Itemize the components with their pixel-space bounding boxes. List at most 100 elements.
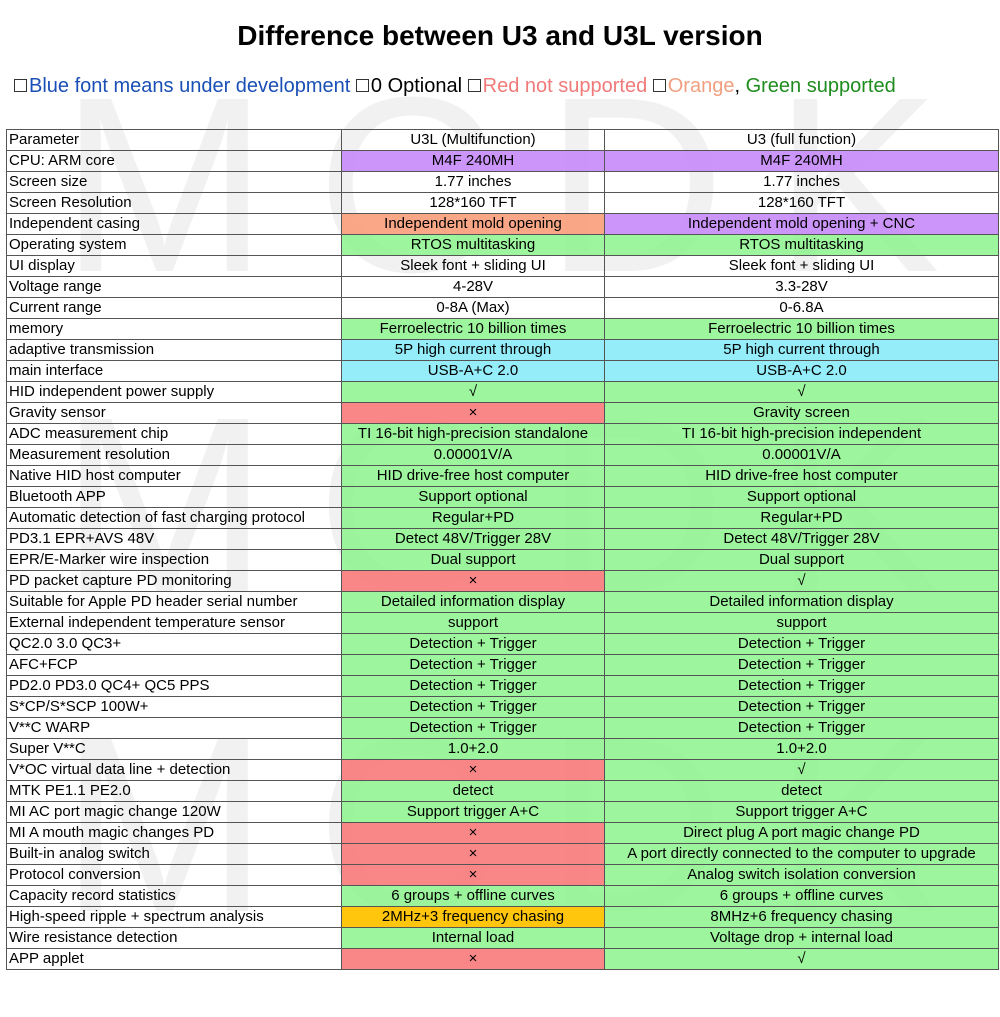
u3l-cell: × bbox=[341, 843, 605, 865]
table-row: UI display Sleek font + sliding UI Sleek f… bbox=[6, 255, 999, 277]
u3l-cell: Support optional bbox=[341, 486, 605, 508]
u3-cell: HID drive-free host computer bbox=[604, 465, 999, 487]
legend: Blue font means under development 0 Opti… bbox=[14, 75, 896, 98]
legend-box-icon bbox=[467, 79, 481, 92]
u3-cell: Voltage drop + internal load bbox=[604, 927, 999, 949]
table-row: PD packet capture PD monitoring × √ bbox=[6, 570, 999, 592]
u3l-cell: × bbox=[341, 864, 605, 886]
parameter-cell: S*CP/S*SCP 100W+ bbox=[6, 696, 342, 718]
parameter-cell: EPR/E-Marker wire inspection bbox=[6, 549, 342, 571]
table-row: MI A mouth magic changes PD × Direct plug … bbox=[6, 822, 999, 844]
u3-cell: Direct plug A port magic change PD bbox=[604, 822, 999, 844]
table-row: PD2.0 PD3.0 QC4+ QC5 PPS Detection + Trig… bbox=[6, 675, 999, 697]
u3-cell: 6 groups + offline curves bbox=[604, 885, 999, 907]
legend-box-icon bbox=[652, 79, 666, 92]
parameter-cell: Screen size bbox=[6, 171, 342, 193]
u3l-cell: 5P high current through bbox=[341, 339, 605, 361]
table-row: External independent temperature sensor s… bbox=[6, 612, 999, 634]
parameter-cell: AFC+FCP bbox=[6, 654, 342, 676]
table-header-row: Parameter U3L (Multifunction) U3 (full f… bbox=[6, 129, 999, 151]
u3-cell: USB-A+C 2.0 bbox=[604, 360, 999, 382]
table-row: S*CP/S*SCP 100W+ Detection + Trigger Detec… bbox=[6, 696, 999, 718]
u3l-cell: Detection + Trigger bbox=[341, 696, 605, 718]
parameter-cell: Measurement resolution bbox=[6, 444, 342, 466]
u3-cell: Detection + Trigger bbox=[604, 654, 999, 676]
u3-cell: √ bbox=[604, 570, 999, 592]
u3-cell: 3.3-28V bbox=[604, 276, 999, 298]
u3l-cell: Sleek font + sliding UI bbox=[341, 255, 605, 277]
table-row: QC2.0 3.0 QC3+ Detection + Trigger Detecti… bbox=[6, 633, 999, 655]
parameter-cell: Screen Resolution bbox=[6, 192, 342, 214]
table-row: Screen Resolution 128*160 TFT 128*160 TFT bbox=[6, 192, 999, 214]
u3l-cell: 2MHz+3 frequency chasing bbox=[341, 906, 605, 928]
u3l-cell: 0.00001V/A bbox=[341, 444, 605, 466]
parameter-cell: Wire resistance detection bbox=[6, 927, 342, 949]
u3l-cell: √ bbox=[341, 381, 605, 403]
table-row: main interface USB-A+C 2.0 USB-A+C 2.0 bbox=[6, 360, 999, 382]
u3l-cell: USB-A+C 2.0 bbox=[341, 360, 605, 382]
u3-cell: 0-6.8A bbox=[604, 297, 999, 319]
table-row: Independent casing Independent mold openi… bbox=[6, 213, 999, 235]
u3l-cell: × bbox=[341, 402, 605, 424]
parameter-cell: Suitable for Apple PD header serial numb… bbox=[6, 591, 342, 613]
u3-cell: Detection + Trigger bbox=[604, 675, 999, 697]
u3l-cell: TI 16-bit high-precision standalone bbox=[341, 423, 605, 445]
parameter-cell: Voltage range bbox=[6, 276, 342, 298]
u3l-cell: × bbox=[341, 948, 605, 970]
parameter-cell: Current range bbox=[6, 297, 342, 319]
legend-green-text: Green supported bbox=[745, 75, 896, 97]
table-row: Bluetooth APP Support optional Support opt… bbox=[6, 486, 999, 508]
table-row: High-speed ripple + spectrum analysis 2MH… bbox=[6, 906, 999, 928]
parameter-cell: PD3.1 EPR+AVS 48V bbox=[6, 528, 342, 550]
u3l-cell: × bbox=[341, 822, 605, 844]
u3l-cell: Detection + Trigger bbox=[341, 717, 605, 739]
table-row: Wire resistance detection Internal load Vo… bbox=[6, 927, 999, 949]
u3-cell: Detection + Trigger bbox=[604, 696, 999, 718]
table-row: Automatic detection of fast charging pro… bbox=[6, 507, 999, 529]
table-row: Measurement resolution 0.00001V/A 0.00001V… bbox=[6, 444, 999, 466]
u3-cell: RTOS multitasking bbox=[604, 234, 999, 256]
table-row: Operating system RTOS multitasking RTOS mu… bbox=[6, 234, 999, 256]
u3-cell: √ bbox=[604, 948, 999, 970]
u3l-cell: Detect 48V/Trigger 28V bbox=[341, 528, 605, 550]
u3l-cell: 0-8A (Max) bbox=[341, 297, 605, 319]
legend-red-text: Red not supported bbox=[482, 75, 648, 97]
parameter-cell: Operating system bbox=[6, 234, 342, 256]
legend-orange-text: Orange bbox=[667, 75, 735, 97]
u3-cell: 5P high current through bbox=[604, 339, 999, 361]
table-row: CPU: ARM core M4F 240MH M4F 240MH bbox=[6, 150, 999, 172]
table-row: Current range 0-8A (Max) 0-6.8A bbox=[6, 297, 999, 319]
legend-comma: , bbox=[734, 75, 741, 97]
parameter-cell: MTK PE1.1 PE2.0 bbox=[6, 780, 342, 802]
parameter-cell: memory bbox=[6, 318, 342, 340]
table-row: adaptive transmission 5P high current thr… bbox=[6, 339, 999, 361]
u3-cell: 128*160 TFT bbox=[604, 192, 999, 214]
parameter-cell: MI A mouth magic changes PD bbox=[6, 822, 342, 844]
u3-cell: Ferroelectric 10 billion times bbox=[604, 318, 999, 340]
u3-cell: Detect 48V/Trigger 28V bbox=[604, 528, 999, 550]
parameter-cell: CPU: ARM core bbox=[6, 150, 342, 172]
u3l-cell: × bbox=[341, 570, 605, 592]
u3l-cell: Detection + Trigger bbox=[341, 675, 605, 697]
table-row: AFC+FCP Detection + Trigger Detection + Tr… bbox=[6, 654, 999, 676]
parameter-cell: main interface bbox=[6, 360, 342, 382]
u3-cell: Support trigger A+C bbox=[604, 801, 999, 823]
parameter-cell: APP applet bbox=[6, 948, 342, 970]
parameter-cell: Native HID host computer bbox=[6, 465, 342, 487]
table-row: HID independent power supply √ √ bbox=[6, 381, 999, 403]
table-row: EPR/E-Marker wire inspection Dual support… bbox=[6, 549, 999, 571]
parameter-cell: High-speed ripple + spectrum analysis bbox=[6, 906, 342, 928]
table-row: Capacity record statistics 6 groups + off… bbox=[6, 885, 999, 907]
parameter-cell: Super V**C bbox=[6, 738, 342, 760]
u3-cell: Detection + Trigger bbox=[604, 717, 999, 739]
u3l-cell: Internal load bbox=[341, 927, 605, 949]
u3-cell: Sleek font + sliding UI bbox=[604, 255, 999, 277]
header-parameter: Parameter bbox=[6, 129, 342, 151]
u3l-cell: Detection + Trigger bbox=[341, 633, 605, 655]
u3l-cell: RTOS multitasking bbox=[341, 234, 605, 256]
u3l-cell: Independent mold opening bbox=[341, 213, 605, 235]
u3l-cell: Detection + Trigger bbox=[341, 654, 605, 676]
table-row: Native HID host computer HID drive-free h… bbox=[6, 465, 999, 487]
table-row: ADC measurement chip TI 16-bit high-preci… bbox=[6, 423, 999, 445]
legend-blue-text: Blue font means under development bbox=[29, 75, 351, 97]
